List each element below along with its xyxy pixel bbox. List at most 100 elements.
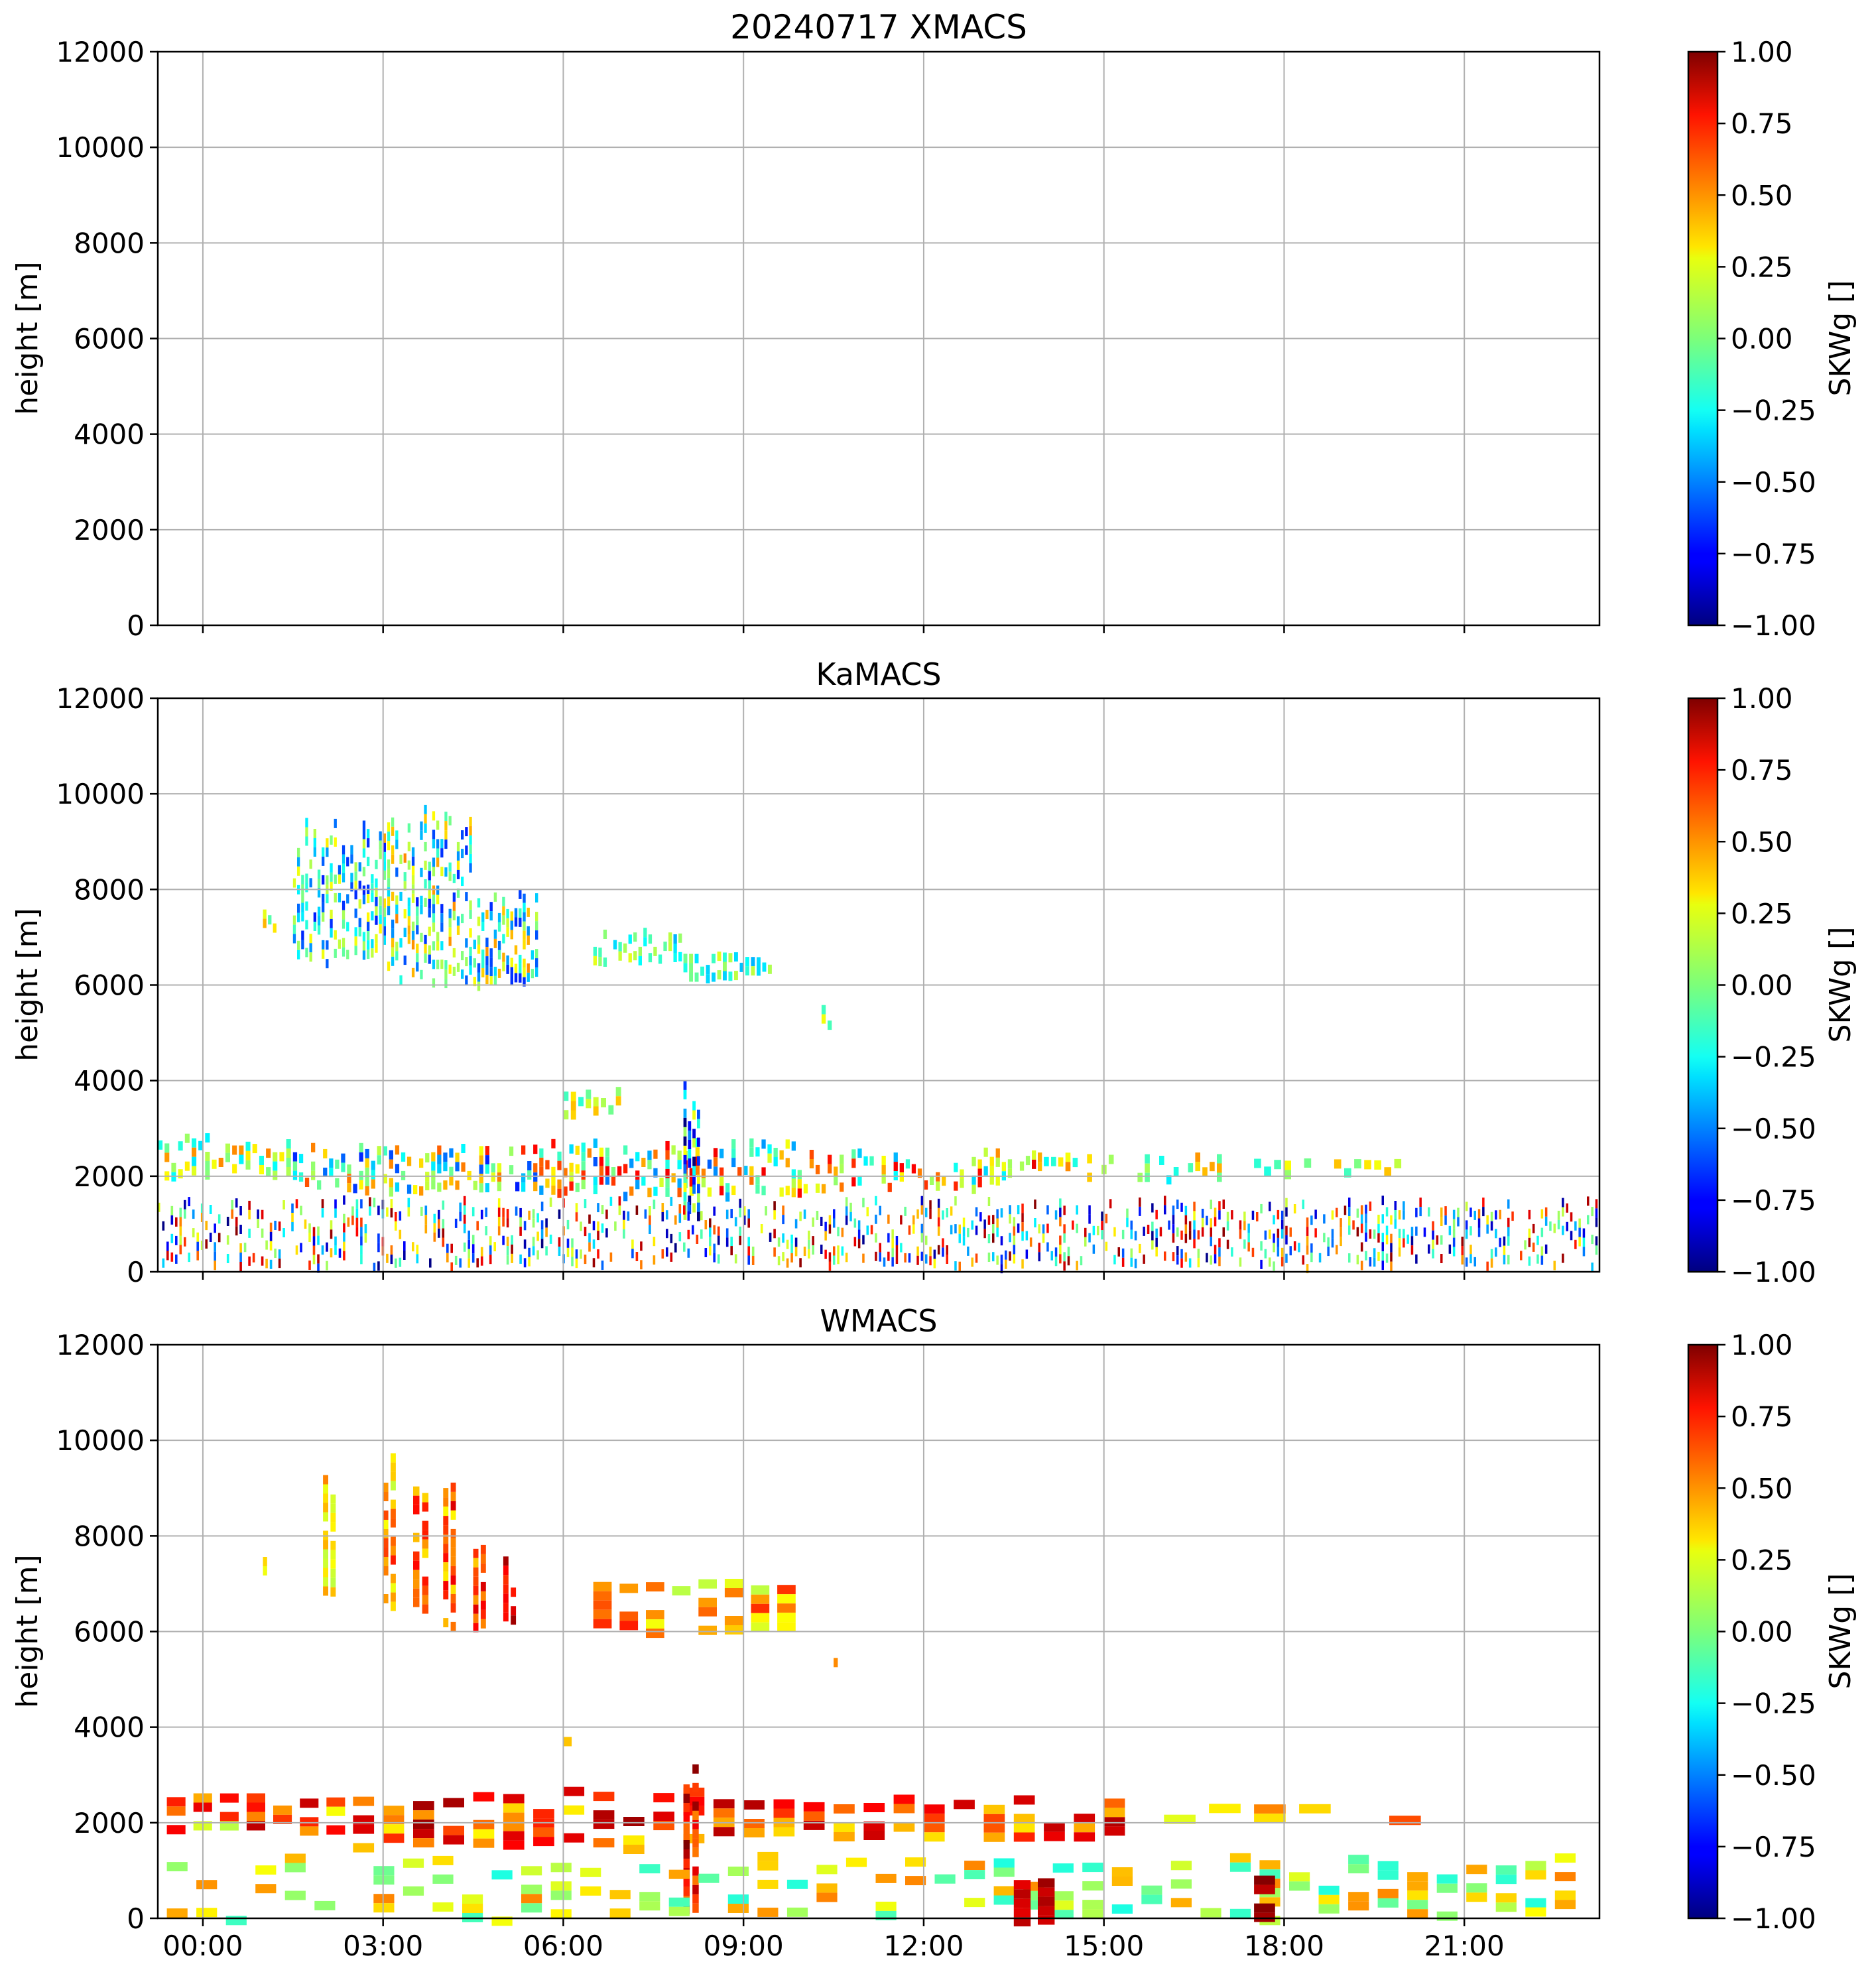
echo-cell [743,1206,746,1216]
echo-cell [205,1152,210,1161]
echo-cell [1038,1243,1040,1253]
echo-cell [737,1167,742,1177]
echo-cell [330,1248,333,1258]
y-tick-label: 0 [127,1902,145,1935]
echo-cell [377,1155,381,1165]
echo-cell [509,1146,514,1156]
echo-cell [503,1822,525,1831]
echo-cell [519,889,522,899]
echo-cell [723,971,727,981]
echo-region [683,1080,700,1221]
echo-cell [683,1840,690,1849]
echo-cell [605,1166,610,1176]
echo-cell [428,898,431,908]
echo-cell [391,1499,396,1509]
echo-cell [395,895,399,905]
echo-cell [996,1218,999,1228]
echo-cell [479,1155,483,1165]
echo-cell [803,1811,825,1821]
echo-cell [342,845,345,855]
echo-cell [648,953,653,963]
colorbar-tick-label: −1.00 [1731,609,1816,642]
echo-cell [1360,1261,1363,1270]
echo-cell [1398,1210,1401,1220]
echo-cell [962,1227,966,1237]
echo-cell [452,873,456,883]
echo-cell [549,1197,552,1207]
echo-cell [1503,1245,1506,1255]
echo-cell [219,1821,239,1831]
panel-xmacs: 20240717 XMACS 0200040006000800010000120… [11,8,1857,642]
echo-cell [284,1863,306,1873]
echo-cell [456,851,460,861]
echo-cell [413,1829,434,1839]
echo-cell [692,1829,699,1839]
echo-cell [184,1237,186,1247]
echo-cell [1398,1247,1401,1257]
echo-cell [395,1211,397,1221]
echo-cell [692,1875,699,1885]
echo-cell [1284,1170,1291,1180]
echo-cell [1470,1226,1472,1236]
echo-cell [1180,1230,1183,1240]
echo-cell [432,885,436,895]
echo-cell [420,904,423,914]
echo-cell [463,1214,466,1224]
echo-cell [1087,1172,1092,1182]
echo-cell [755,1175,760,1185]
echo-cell [317,1226,320,1236]
echo-cell [502,915,505,925]
echo-cell [428,926,431,936]
echo-cell [377,1243,380,1253]
echo-cell [857,1239,861,1249]
echo-cell [350,882,353,892]
echo-cell [323,1512,328,1522]
echo-cell [1217,1154,1222,1164]
echo-cell [342,873,345,883]
echo-cell [383,1815,405,1825]
colorbar-tick-label: 0.00 [1731,323,1793,355]
echo-cell [678,952,682,961]
echo-cell [395,942,399,952]
echo-cell [937,1226,940,1236]
echo-cell [954,1181,958,1191]
y-tick-label: 0 [127,609,145,642]
echo-cell [175,1217,178,1227]
echo-cell [1477,1209,1481,1219]
echo-cell [226,1235,229,1245]
echo-cell [395,1164,400,1174]
echo-cell [1147,1225,1150,1234]
echo-cell [284,1890,306,1900]
echo-cell [1105,1213,1108,1223]
echo-cell [900,1215,903,1225]
echo-cell [791,1188,796,1198]
echo-cell [659,1178,664,1187]
echo-cell [497,1226,501,1236]
echo-cell [1503,1255,1506,1265]
echo-cell [672,1586,691,1596]
echo-cell [785,1139,790,1149]
echo-cell [1369,1229,1372,1239]
echo-cell [794,1219,798,1229]
echo-cell [1072,1220,1074,1230]
echo-cell [411,865,415,875]
echo-cell [713,1243,716,1253]
echo-cell [214,1242,216,1252]
echo-cell [1044,1822,1065,1832]
echo-cell [473,1623,479,1633]
echo-cell [881,1156,886,1165]
echo-cell [1440,1254,1443,1263]
echo-cell [646,1629,664,1638]
echo-cell [322,940,325,950]
echo-cell [853,1218,857,1228]
echo-cell [580,1886,601,1896]
echo-cell [246,1802,265,1812]
echo-cell [514,945,518,955]
echo-cell [728,953,733,963]
echo-cell [639,1892,660,1902]
echo-cell [1009,1205,1011,1215]
echo-cell [899,1172,904,1182]
echo-cell [502,1217,505,1227]
echo-cell [863,1803,885,1812]
